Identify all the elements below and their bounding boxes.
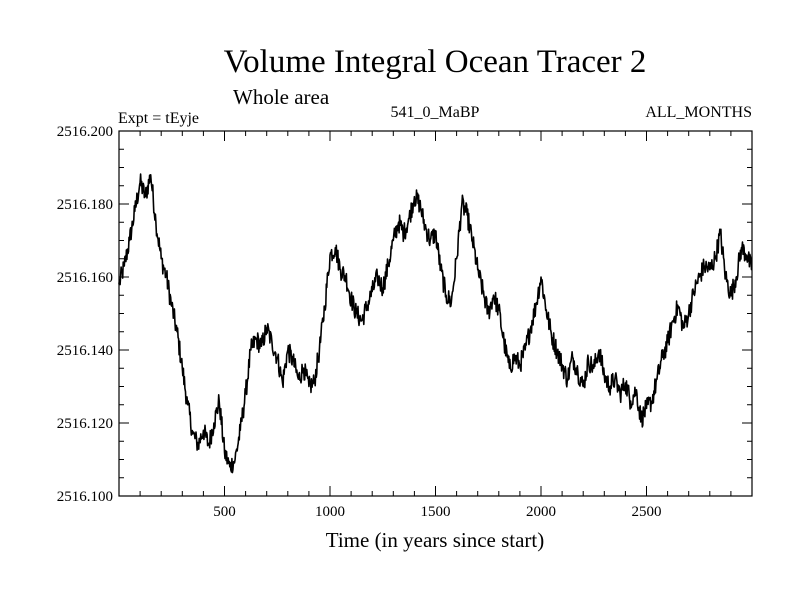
x-tick-label: 1000 (315, 504, 345, 520)
x-tick-label: 2500 (632, 504, 662, 520)
y-tick-label: 2516.140 (57, 343, 113, 359)
y-tick-label: 2516.180 (57, 197, 113, 213)
y-tick-label: 2516.200 (57, 124, 113, 140)
y-tick-label: 2516.160 (57, 270, 113, 286)
y-tick-label: 2516.100 (57, 489, 113, 505)
x-tick-label: 2000 (526, 504, 556, 520)
x-tick-label: 500 (213, 504, 236, 520)
x-tick-labels: 500 1000 1500 2000 2500 (213, 504, 661, 520)
experiment-label: Expt = tEyje (118, 110, 199, 127)
tick-marks (119, 130, 752, 497)
months-label: ALL_MONTHS (645, 104, 752, 121)
series-line-tracer-2 (118, 173, 753, 474)
chart-title: Volume Integral Ocean Tracer 2 (224, 44, 647, 80)
center-label: 541_0_MaBP (391, 104, 480, 121)
plot-frame (118, 130, 753, 497)
x-axis-label: Time (in years since start) (326, 528, 545, 552)
y-tick-label: 2516.120 (57, 416, 113, 432)
y-tick-labels: 2516.100 2516.120 2516.140 2516.160 2516.180… (57, 124, 113, 505)
chart-subtitle: Whole area (233, 85, 330, 109)
x-tick-label: 1500 (421, 504, 451, 520)
